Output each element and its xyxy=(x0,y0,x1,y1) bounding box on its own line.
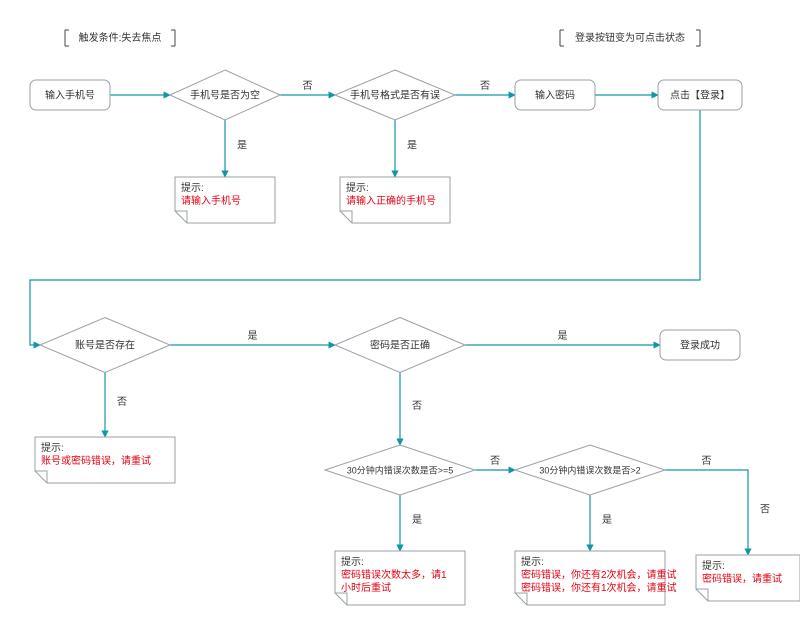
svg-text:密码错误，你还有2次机会，请重试: 密码错误，你还有2次机会，请重试 xyxy=(521,568,677,581)
svg-text:是: 是 xyxy=(407,140,417,152)
svg-text:30分钟内错误次数是否>=5: 30分钟内错误次数是否>=5 xyxy=(347,464,454,475)
svg-text:提示:: 提示: xyxy=(346,182,369,194)
svg-text:请输入正确的手机号: 请输入正确的手机号 xyxy=(346,194,436,207)
bracket-trigger: 触发条件:失去焦点 xyxy=(79,31,162,44)
svg-text:提示:: 提示: xyxy=(521,556,544,568)
svg-text:点击【登录】: 点击【登录】 xyxy=(670,89,730,102)
node-input_phone: 输入手机号 xyxy=(30,80,110,110)
svg-text:手机号格式是否有误: 手机号格式是否有误 xyxy=(350,89,440,102)
svg-text:是: 是 xyxy=(237,140,247,152)
tip-tip_phone_empty: 提示:请输入手机号 xyxy=(175,177,275,223)
svg-text:否: 否 xyxy=(480,80,490,92)
node-account_exist: 账号是否存在 xyxy=(40,318,170,373)
svg-text:否: 否 xyxy=(412,400,422,412)
svg-text:否: 否 xyxy=(303,80,313,92)
svg-text:小时后重试: 小时后重试 xyxy=(341,581,391,594)
tip-tip_phone_format: 提示:请输入正确的手机号 xyxy=(340,177,450,223)
svg-text:登录成功: 登录成功 xyxy=(680,339,720,352)
svg-text:账号是否存在: 账号是否存在 xyxy=(75,339,135,352)
svg-text:账号或密码错误，请重试: 账号或密码错误，请重试 xyxy=(41,454,151,467)
node-login_ok: 登录成功 xyxy=(660,330,740,360)
bracket-login-btn: 登录按钮变为可点击状态 xyxy=(575,31,685,44)
svg-text:否: 否 xyxy=(117,396,127,408)
tip-tip_err2: 提示:密码错误，你还有2次机会，请重试密码错误，你还有1次机会，请重试 xyxy=(515,551,677,605)
svg-text:是: 是 xyxy=(558,330,568,342)
svg-text:提示:: 提示: xyxy=(341,556,364,568)
svg-text:是: 是 xyxy=(248,330,258,342)
svg-text:30分钟内错误次数是否>2: 30分钟内错误次数是否>2 xyxy=(539,464,640,475)
node-phone_format: 手机号格式是否有误 xyxy=(335,70,455,120)
node-err2: 30分钟内错误次数是否>2 xyxy=(515,445,665,495)
node-err5: 30分钟内错误次数是否>=5 xyxy=(325,445,475,495)
node-input_pwd: 输入密码 xyxy=(515,80,595,110)
svg-text:输入手机号: 输入手机号 xyxy=(45,89,95,102)
node-phone_empty: 手机号是否为空 xyxy=(170,70,280,120)
svg-text:是: 是 xyxy=(602,514,612,526)
svg-text:密码是否正确: 密码是否正确 xyxy=(370,339,430,352)
svg-text:提示:: 提示: xyxy=(41,442,64,454)
svg-text:输入密码: 输入密码 xyxy=(535,89,575,102)
node-pwd_correct: 密码是否正确 xyxy=(335,318,465,373)
svg-text:提示:: 提示: xyxy=(702,560,725,572)
svg-text:否: 否 xyxy=(702,455,712,467)
tip-tip_err5: 提示:密码错误次数太多，请1小时后重试 xyxy=(335,551,465,605)
svg-text:请输入手机号: 请输入手机号 xyxy=(181,194,241,207)
svg-text:否: 否 xyxy=(760,504,770,516)
node-click_login: 点击【登录】 xyxy=(658,80,742,110)
tip-tip_acct: 提示:账号或密码错误，请重试 xyxy=(35,437,175,483)
svg-text:密码错误，你还有1次机会，请重试: 密码错误，你还有1次机会，请重试 xyxy=(521,581,677,594)
svg-text:是: 是 xyxy=(412,514,422,526)
svg-text:密码错误，请重试: 密码错误，请重试 xyxy=(702,572,782,585)
svg-text:否: 否 xyxy=(490,455,500,467)
svg-text:手机号是否为空: 手机号是否为空 xyxy=(190,89,260,102)
tip-tip_err0: 提示:密码错误，请重试 xyxy=(696,555,800,601)
svg-text:密码错误次数太多，请1: 密码错误次数太多，请1 xyxy=(341,568,447,581)
svg-text:提示:: 提示: xyxy=(181,182,204,194)
